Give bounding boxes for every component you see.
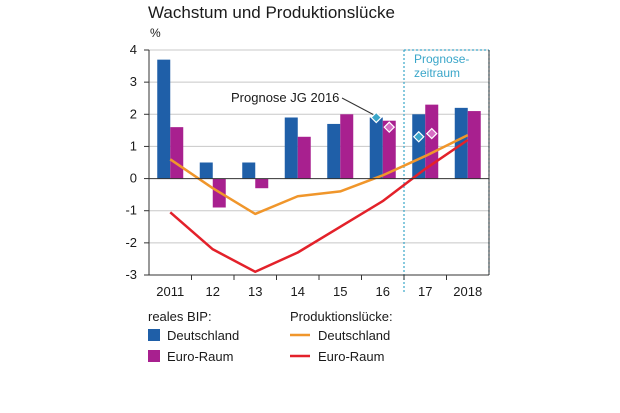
legend-swatch-bip-de [148,329,160,341]
legend-label-bip-eu: Euro-Raum [167,349,233,364]
x-tick-label: 15 [333,284,347,299]
y-axis-unit: % [150,26,161,40]
bar [340,114,354,179]
series-line [169,134,469,216]
bar [425,104,439,179]
bar [199,162,213,179]
lines [169,134,469,274]
bar [242,162,256,179]
prognose-annotation: Prognose JG 2016 [231,90,339,105]
x-tick-label: 16 [376,284,390,299]
x-tick-label: 17 [418,284,432,299]
bar [327,123,341,179]
y-tick-label: 3 [130,74,137,89]
bar [157,59,171,179]
bar [467,111,481,179]
bar [297,136,311,179]
bar [412,114,426,179]
bar [369,117,383,179]
x-tick-label: 12 [206,284,220,299]
legend-label-gap-de: Deutschland [318,328,390,343]
legend-group-title-bip: reales BIP: [148,309,212,324]
y-tick-label: -2 [125,235,137,250]
legend-label-bip-de: Deutschland [167,328,239,343]
forecast-label-line2: zeitraum [414,66,460,80]
x-tick-label: 14 [291,284,305,299]
y-tick-label: -3 [125,267,137,282]
forecast-label-line1: Prognose- [414,52,469,66]
y-tick-label: 2 [130,106,137,121]
bar [255,178,269,189]
legend-label-gap-eu: Euro-Raum [318,349,384,364]
x-tick-label: 13 [248,284,262,299]
prognose-markers [370,111,438,143]
prognose-marker [412,130,425,143]
series-line [169,138,469,274]
prognose-marker [383,121,396,133]
prognose-marker [370,111,383,124]
y-tick-label: 1 [130,138,137,153]
legend: reales BIP: Deutschland Euro-Raum Produk… [148,309,393,364]
legend-group-title-gap: Produktionslücke: [290,309,393,324]
prognose-marker [425,127,438,140]
bar [170,127,184,179]
legend-swatch-bip-eu [148,350,160,362]
bars [157,59,481,208]
x-tick-label: 2011 [156,284,184,299]
chart-title: Wachstum und Produktionslücke [148,3,395,22]
y-tick-label: 0 [130,171,137,186]
prognose-annotation-leader [341,97,374,115]
bar [284,117,298,179]
axes: 4 3 2 1 0 -1 -2 -3 2011 12 13 14 15 16 17 2018 [125,42,490,299]
x-tick-label: 2018 [453,284,482,299]
y-tick-label: 4 [130,42,137,57]
bar [382,120,396,179]
y-tick-label: -1 [125,203,137,218]
